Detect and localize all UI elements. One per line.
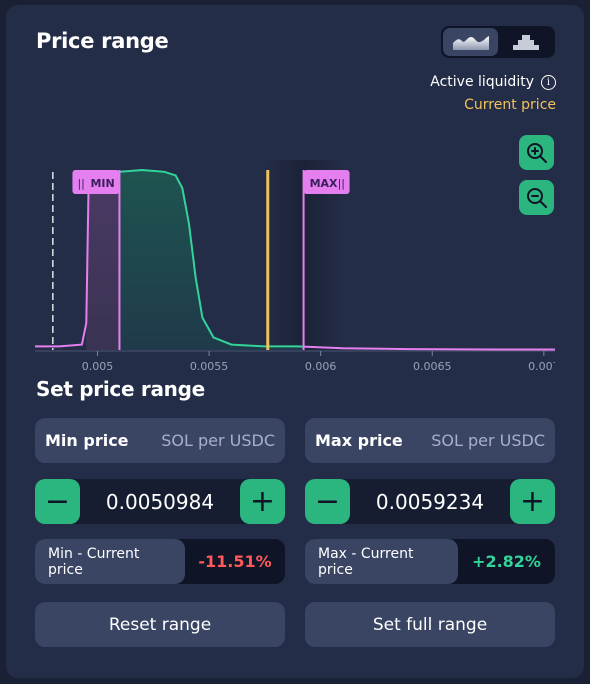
liquidity-curve-right bbox=[303, 345, 555, 351]
current-price-legend: Current price bbox=[464, 97, 556, 113]
min-increment-button[interactable]: + bbox=[240, 479, 285, 524]
liquidity-curve-icon bbox=[452, 36, 489, 50]
chart-view-toggle bbox=[441, 26, 555, 58]
min-price-label: Min price bbox=[45, 431, 129, 450]
min-handle-shade bbox=[86, 171, 120, 350]
max-price-input[interactable]: 0.0059234 bbox=[375, 489, 485, 514]
zoom-in-button[interactable] bbox=[519, 135, 554, 170]
active-liquidity-legend: Active liquidity i bbox=[430, 74, 556, 90]
min-price-input[interactable]: 0.0050984 bbox=[105, 489, 215, 514]
max-price-label: Max price bbox=[315, 431, 403, 450]
min-tag bbox=[72, 170, 120, 194]
set-full-range-button[interactable]: Set full range bbox=[305, 602, 555, 647]
min-diff-value: -11.51% bbox=[198, 552, 272, 571]
min-tag-label: MIN bbox=[90, 177, 114, 190]
reset-range-button[interactable]: Reset range bbox=[35, 602, 285, 647]
zoom-in-icon bbox=[526, 142, 547, 163]
set-price-range-title: Set price range bbox=[36, 377, 205, 401]
bar-view-option[interactable] bbox=[498, 28, 553, 56]
in-range-liquidity-area bbox=[119, 170, 304, 350]
x-tick-label: 0.007 bbox=[528, 360, 555, 373]
zoom-out-button[interactable] bbox=[519, 180, 554, 215]
active-liquidity-label: Active liquidity bbox=[430, 74, 534, 90]
max-decrement-button[interactable]: − bbox=[305, 479, 350, 524]
max-handle-shade-left bbox=[263, 160, 304, 350]
liquidity-view-option[interactable] bbox=[443, 28, 498, 56]
price-range-card: Price range Active liquidity i Current p… bbox=[6, 5, 584, 678]
max-increment-button[interactable]: + bbox=[510, 479, 555, 524]
zoom-out-icon bbox=[526, 187, 547, 208]
min-tag-grip: || bbox=[77, 177, 84, 190]
max-price-unit: SOL per USDC bbox=[431, 431, 545, 450]
min-diff-label: Min - Current price bbox=[35, 539, 185, 584]
bar-chart-icon bbox=[512, 35, 539, 50]
x-tick-label: 0.006 bbox=[305, 360, 337, 373]
min-price-header: Min price SOL per USDC bbox=[35, 418, 285, 463]
liquidity-curve-in-range bbox=[119, 168, 304, 348]
max-price-stepper: − 0.0059234 + bbox=[305, 479, 555, 524]
x-tick-label: 0.0065 bbox=[413, 360, 452, 373]
x-tick-label: 0.005 bbox=[82, 360, 114, 373]
max-tag-label: MAX bbox=[310, 177, 338, 190]
max-price-header: Max price SOL per USDC bbox=[305, 418, 555, 463]
min-current-diff: Min - Current price -11.51% bbox=[35, 539, 285, 584]
max-tag bbox=[303, 170, 350, 194]
x-tick-label: 0.0055 bbox=[190, 360, 229, 373]
max-diff-value: +2.82% bbox=[472, 552, 541, 571]
min-decrement-button[interactable]: − bbox=[35, 479, 80, 524]
page-title: Price range bbox=[36, 29, 169, 53]
max-diff-label: Max - Current price bbox=[305, 539, 458, 584]
min-price-stepper: − 0.0050984 + bbox=[35, 479, 285, 524]
min-price-unit: SOL per USDC bbox=[161, 431, 275, 450]
max-current-diff: Max - Current price +2.82% bbox=[305, 539, 555, 584]
max-tag-grip: || bbox=[338, 177, 345, 190]
info-icon[interactable]: i bbox=[541, 74, 556, 90]
